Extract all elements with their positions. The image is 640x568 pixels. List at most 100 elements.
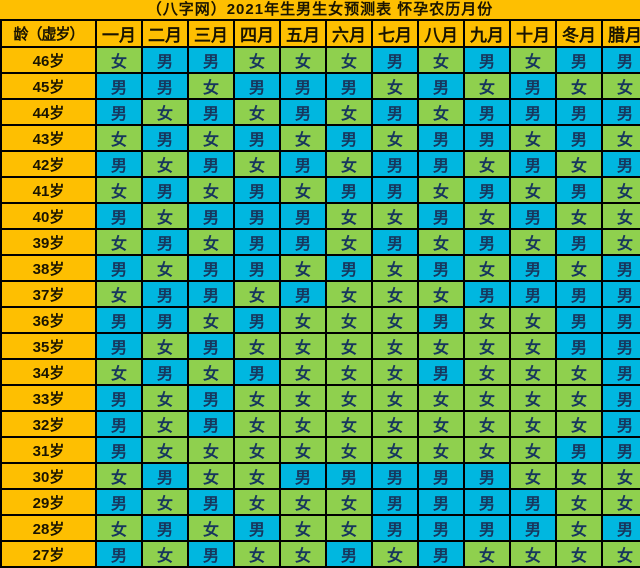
month-header: 一月 (95, 19, 143, 48)
age-cell: 28岁 (0, 514, 97, 542)
boy-cell: 男 (141, 306, 189, 334)
boy-cell: 男 (279, 98, 327, 126)
girl-cell: 女 (555, 254, 603, 282)
age-cell: 45岁 (0, 72, 97, 100)
girl-cell: 女 (371, 306, 419, 334)
age-corner-header: 龄（虚岁） (0, 19, 97, 48)
month-header: 三月 (187, 19, 235, 48)
month-header: 二月 (141, 19, 189, 48)
girl-cell: 女 (601, 202, 640, 230)
girl-cell: 女 (325, 358, 373, 386)
boy-cell: 男 (371, 46, 419, 74)
boy-cell: 男 (141, 124, 189, 152)
boy-cell: 男 (95, 98, 143, 126)
girl-cell: 女 (233, 540, 281, 568)
boy-cell: 男 (95, 488, 143, 516)
boy-cell: 男 (279, 228, 327, 256)
girl-cell: 女 (95, 462, 143, 490)
boy-cell: 男 (463, 124, 511, 152)
table-row: 42岁男女男女男女男男女男女男 (0, 150, 640, 178)
boy-cell: 男 (95, 540, 143, 568)
boy-cell: 男 (325, 540, 373, 568)
girl-cell: 女 (325, 410, 373, 438)
boy-cell: 男 (463, 228, 511, 256)
boy-cell: 男 (187, 540, 235, 568)
month-header: 六月 (325, 19, 373, 48)
boy-cell: 男 (141, 72, 189, 100)
boy-cell: 男 (187, 410, 235, 438)
girl-cell: 女 (463, 358, 511, 386)
boy-cell: 男 (371, 176, 419, 204)
age-cell: 43岁 (0, 124, 97, 152)
age-cell: 36岁 (0, 306, 97, 334)
boy-cell: 男 (463, 98, 511, 126)
age-cell: 46岁 (0, 46, 97, 74)
boy-cell: 男 (371, 150, 419, 178)
girl-cell: 女 (325, 436, 373, 464)
boy-cell: 男 (325, 176, 373, 204)
girl-cell: 女 (509, 46, 557, 74)
boy-cell: 男 (233, 306, 281, 334)
girl-cell: 女 (233, 280, 281, 308)
age-cell: 29岁 (0, 488, 97, 516)
boy-cell: 男 (555, 98, 603, 126)
boy-cell: 男 (187, 384, 235, 412)
boy-cell: 男 (325, 462, 373, 490)
girl-cell: 女 (371, 280, 419, 308)
girl-cell: 女 (555, 488, 603, 516)
boy-cell: 男 (509, 72, 557, 100)
girl-cell: 女 (279, 176, 327, 204)
girl-cell: 女 (325, 46, 373, 74)
girl-cell: 女 (509, 436, 557, 464)
boy-cell: 男 (417, 124, 465, 152)
age-cell: 44岁 (0, 98, 97, 126)
age-cell: 39岁 (0, 228, 97, 256)
boy-cell: 男 (371, 98, 419, 126)
table-row: 35岁男女男女女女女女女女男男 (0, 332, 640, 360)
age-cell: 40岁 (0, 202, 97, 230)
girl-cell: 女 (555, 462, 603, 490)
month-header: 七月 (371, 19, 419, 48)
girl-cell: 女 (187, 514, 235, 542)
boy-cell: 男 (417, 462, 465, 490)
boy-cell: 男 (509, 254, 557, 282)
girl-cell: 女 (141, 488, 189, 516)
girl-cell: 女 (325, 306, 373, 334)
girl-cell: 女 (141, 410, 189, 438)
girl-cell: 女 (463, 540, 511, 568)
boy-cell: 男 (509, 202, 557, 230)
girl-cell: 女 (509, 358, 557, 386)
girl-cell: 女 (325, 280, 373, 308)
boy-cell: 男 (417, 514, 465, 542)
girl-cell: 女 (417, 46, 465, 74)
boy-cell: 男 (417, 150, 465, 178)
table-row: 41岁女男女男女男男女男女男女 (0, 176, 640, 204)
girl-cell: 女 (279, 514, 327, 542)
girl-cell: 女 (95, 514, 143, 542)
boy-cell: 男 (417, 358, 465, 386)
girl-cell: 女 (187, 462, 235, 490)
boy-cell: 男 (233, 124, 281, 152)
girl-cell: 女 (555, 202, 603, 230)
age-cell: 32岁 (0, 410, 97, 438)
boy-cell: 男 (463, 176, 511, 204)
girl-cell: 女 (555, 358, 603, 386)
girl-cell: 女 (417, 228, 465, 256)
girl-cell: 女 (141, 540, 189, 568)
boy-cell: 男 (95, 150, 143, 178)
girl-cell: 女 (141, 436, 189, 464)
girl-cell: 女 (279, 332, 327, 360)
boy-cell: 男 (187, 332, 235, 360)
girl-cell: 女 (463, 306, 511, 334)
girl-cell: 女 (417, 280, 465, 308)
girl-cell: 女 (233, 46, 281, 74)
boy-cell: 男 (601, 306, 640, 334)
boy-cell: 男 (187, 98, 235, 126)
boy-cell: 男 (141, 462, 189, 490)
boy-cell: 男 (601, 436, 640, 464)
girl-cell: 女 (371, 254, 419, 282)
boy-cell: 男 (601, 98, 640, 126)
girl-cell: 女 (417, 98, 465, 126)
girl-cell: 女 (325, 332, 373, 360)
boy-cell: 男 (279, 462, 327, 490)
